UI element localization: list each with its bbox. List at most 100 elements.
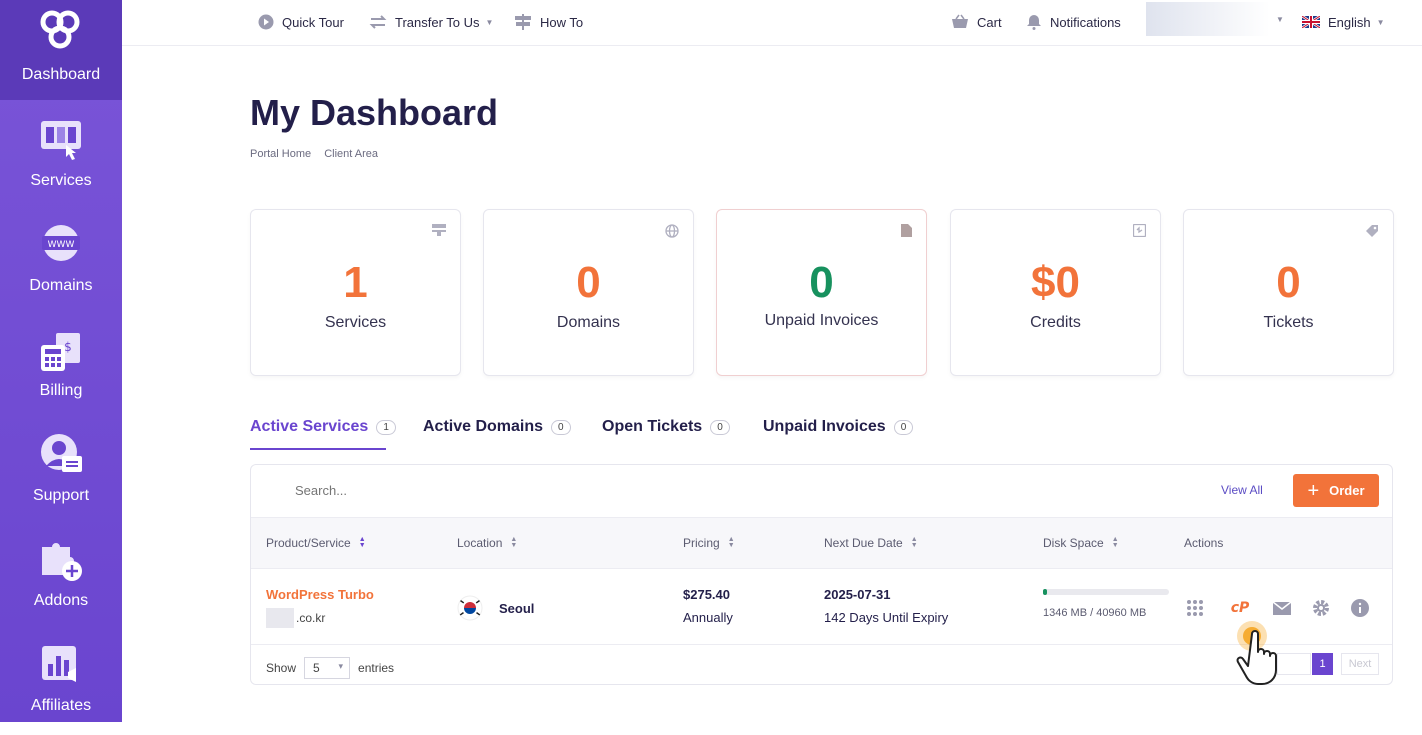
breadcrumb-client-area: Client Area: [324, 148, 379, 160]
sidebar-item-addons[interactable]: Addons: [0, 525, 122, 630]
due-date-cell: 2025-07-31 142 Days Until Expiry: [824, 587, 948, 625]
column-header-location[interactable]: Location ▲ ▼: [457, 536, 517, 550]
order-button[interactable]: + Order: [1293, 474, 1379, 507]
transfer-label: Transfer To Us: [395, 14, 480, 30]
redacted-block: [266, 608, 294, 628]
gear-icon[interactable]: [1312, 599, 1330, 617]
column-header-product[interactable]: Product/Service ▲ ▼: [266, 536, 366, 550]
tab-active-domains[interactable]: Active Domains 0: [423, 418, 571, 436]
user-account-menu[interactable]: [1146, 2, 1270, 36]
tab-unpaid-invoices[interactable]: Unpaid Invoices 0: [763, 418, 914, 436]
sort-icon: ▲ ▼: [510, 536, 518, 549]
pagination-previous[interactable]: [1277, 653, 1311, 675]
document-icon: [901, 224, 912, 237]
due-date: 2025-07-31: [824, 587, 891, 602]
bell-icon: [1027, 15, 1041, 30]
sidebar-item-dashboard[interactable]: Dashboard: [0, 0, 122, 100]
sidebar: Dashboard Services WWW Domains $ Billing: [0, 0, 122, 722]
tab-label: Open Tickets: [602, 418, 703, 435]
pointer-hand-cursor-icon: [1236, 621, 1277, 685]
show-label: Show: [266, 661, 297, 675]
stat-label: Tickets: [1263, 314, 1314, 331]
sidebar-item-label: Billing: [39, 382, 83, 399]
language-selector[interactable]: English ▼: [1302, 0, 1385, 44]
sidebar-item-label: Services: [30, 172, 92, 189]
column-header-label: Next Due Date: [824, 536, 903, 550]
quick-tour-label: Quick Tour: [282, 14, 344, 30]
price-value: $275.40: [683, 587, 730, 602]
stat-value: 0: [1276, 258, 1301, 307]
quick-tour-link[interactable]: Quick Tour: [258, 0, 344, 44]
column-header-next-due-date[interactable]: Next Due Date ▲ ▼: [824, 536, 918, 550]
sidebar-item-label: Dashboard: [21, 66, 101, 83]
pagination-next[interactable]: Next: [1341, 653, 1379, 675]
transfer-arrows-icon: [369, 15, 387, 29]
tag-icon: [1366, 225, 1378, 237]
sidebar-item-billing[interactable]: $ Billing: [0, 315, 122, 420]
services-table-panel: View All + Order Product/Service ▲▼ Loca…: [250, 464, 1393, 685]
affiliates-chart-icon: [42, 646, 76, 682]
sidebar-item-domains[interactable]: WWW Domains: [0, 210, 122, 315]
south-korea-flag-icon: [457, 595, 483, 621]
chevron-down-icon[interactable]: ▼: [1276, 15, 1284, 24]
page-size-control: Show 5 entries: [266, 657, 394, 679]
table-header: Product/Service ▲ ▼ Location ▲ ▼ Pricing ▲…: [251, 517, 1392, 569]
server-icon: [432, 224, 446, 236]
how-to-link[interactable]: How To: [514, 0, 583, 44]
sidebar-item-affiliates[interactable]: Affiliates: [0, 630, 122, 735]
column-header-disk-space[interactable]: Disk Space ▲ ▼: [1043, 536, 1119, 550]
product-name-link[interactable]: WordPress Turbo: [266, 587, 374, 602]
stat-label: Services: [324, 314, 387, 331]
uk-flag-icon: [1302, 16, 1320, 28]
column-header-label: Product/Service: [266, 536, 351, 550]
cpanel-icon[interactable]: cP: [1228, 597, 1252, 617]
mail-icon[interactable]: [1273, 602, 1291, 615]
stat-value: 0: [576, 258, 601, 307]
puzzle-plus-icon: [42, 543, 82, 581]
billing-cycle: Annually: [683, 610, 733, 625]
tab-label: Active Services: [250, 418, 369, 435]
stat-card-credits[interactable]: $0 Credits: [950, 209, 1161, 376]
notifications-link[interactable]: Notifications: [1026, 0, 1121, 44]
column-header-pricing[interactable]: Pricing ▲ ▼: [683, 536, 735, 550]
sidebar-item-support[interactable]: Support: [0, 420, 122, 525]
tab-active-services[interactable]: Active Services 1: [250, 418, 396, 436]
cart-link[interactable]: Cart: [951, 0, 1002, 44]
stat-label: Domains: [556, 314, 621, 331]
chevron-down-icon: ▼: [485, 17, 494, 27]
breadcrumb-portal-home[interactable]: Portal Home: [250, 148, 312, 160]
stat-card-unpaid-invoices[interactable]: 0 Unpaid Invoices: [716, 209, 927, 376]
sidebar-item-label: Addons: [33, 592, 89, 609]
stat-card-services[interactable]: 1 Services: [250, 209, 461, 376]
brand-logo-icon: [40, 10, 80, 49]
view-all-link[interactable]: View All: [1221, 483, 1263, 497]
entries-label: entries: [358, 661, 395, 675]
sidebar-item-label: Support: [32, 487, 90, 504]
disk-usage-bar: [1043, 589, 1169, 595]
info-icon[interactable]: [1351, 599, 1369, 617]
stat-value: 1: [343, 258, 368, 307]
play-circle-icon: [258, 14, 274, 30]
stat-value: 0: [809, 258, 834, 307]
count-badge: 0: [551, 419, 571, 435]
sidebar-item-services[interactable]: Services: [0, 105, 122, 210]
stat-label: Unpaid Invoices: [764, 312, 879, 329]
grid-menu-icon[interactable]: [1186, 599, 1204, 617]
column-header-label: Pricing: [683, 536, 720, 550]
svg-text:WWW: WWW: [48, 240, 75, 250]
product-domain: .co.kr: [266, 608, 374, 628]
location-cell: Seoul: [457, 595, 534, 621]
table-row[interactable]: WordPress Turbo .co.kr Seoul $275.40 Ann…: [251, 569, 1392, 645]
page-size-select[interactable]: 5: [304, 657, 351, 679]
language-label: English: [1328, 14, 1371, 30]
svg-text:$: $: [64, 340, 72, 354]
column-header-label: Actions: [1184, 536, 1224, 550]
pagination-page-current[interactable]: 1: [1312, 653, 1333, 675]
transfer-dropdown[interactable]: Transfer To Us ▼: [369, 0, 493, 44]
stat-card-domains[interactable]: 0 Domains: [483, 209, 694, 376]
stat-card-tickets[interactable]: 0 Tickets: [1183, 209, 1394, 376]
sort-icon: ▲ ▼: [358, 536, 366, 549]
tab-open-tickets[interactable]: Open Tickets 0: [602, 418, 730, 436]
services-icon: [41, 121, 81, 160]
search-input[interactable]: [295, 483, 695, 498]
